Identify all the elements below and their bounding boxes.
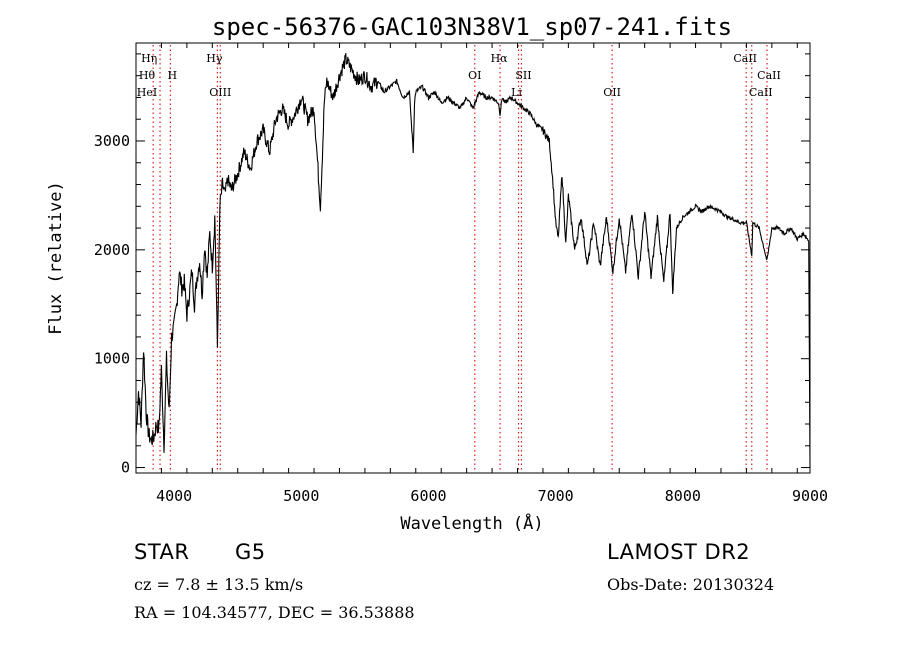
spectral-line-label: Hα — [491, 52, 509, 65]
spectral-line-label: Li — [511, 86, 522, 99]
x-tick-label: 9000 — [792, 487, 828, 505]
spectral-line-label: OII — [603, 86, 621, 99]
y-axis-label: Flux (relative) — [46, 181, 66, 335]
spectral-line-label: SII — [515, 69, 531, 82]
spectral-line-label: Hγ — [206, 52, 223, 65]
survey-name: LAMOST DR2 — [607, 540, 751, 564]
spectral-line-label: OI — [468, 69, 481, 82]
x-tick-label: 6000 — [410, 487, 446, 505]
y-axis-ticks: 0 1000 2000 3000 — [94, 53, 810, 477]
x-tick-label: 5000 — [283, 487, 319, 505]
spectral-line-label: OIII — [209, 86, 231, 99]
spectrum-line — [135, 53, 811, 468]
redshift-info: cz = 7.8 ± 13.5 km/s — [134, 575, 304, 594]
coordinates: RA = 104.34577, DEC = 36.53888 — [134, 603, 415, 622]
y-tick-label: 1000 — [94, 350, 130, 368]
y-tick-label: 2000 — [94, 241, 130, 259]
x-tick-label: 4000 — [156, 487, 192, 505]
spectral-line-label: CaII — [749, 86, 773, 99]
observation-date: Obs-Date: 20130324 — [607, 575, 775, 594]
x-tick-label: 7000 — [538, 487, 574, 505]
x-axis-ticks: 4000 5000 6000 7000 8000 9000 — [135, 43, 828, 505]
x-tick-label: 8000 — [665, 487, 701, 505]
spectral-line-label: Hθ — [139, 69, 156, 82]
y-tick-label: 0 — [121, 459, 130, 477]
spectral-line-label: HeI — [137, 86, 157, 99]
chart-title: spec-56376-GAC103N38V1_sp07-241.fits — [212, 13, 732, 41]
plot-frame — [135, 42, 811, 474]
y-tick-label: 3000 — [94, 132, 130, 150]
spectral-line-label: CaII — [733, 52, 757, 65]
object-subclass: G5 — [235, 540, 266, 564]
object-class: STAR — [134, 540, 190, 564]
x-axis-label: Wavelength (Å) — [400, 512, 543, 534]
spectral-line-label: CaII — [757, 69, 781, 82]
spectral-line-label: Hη — [141, 52, 157, 65]
spectral-line-label: H — [168, 69, 178, 82]
